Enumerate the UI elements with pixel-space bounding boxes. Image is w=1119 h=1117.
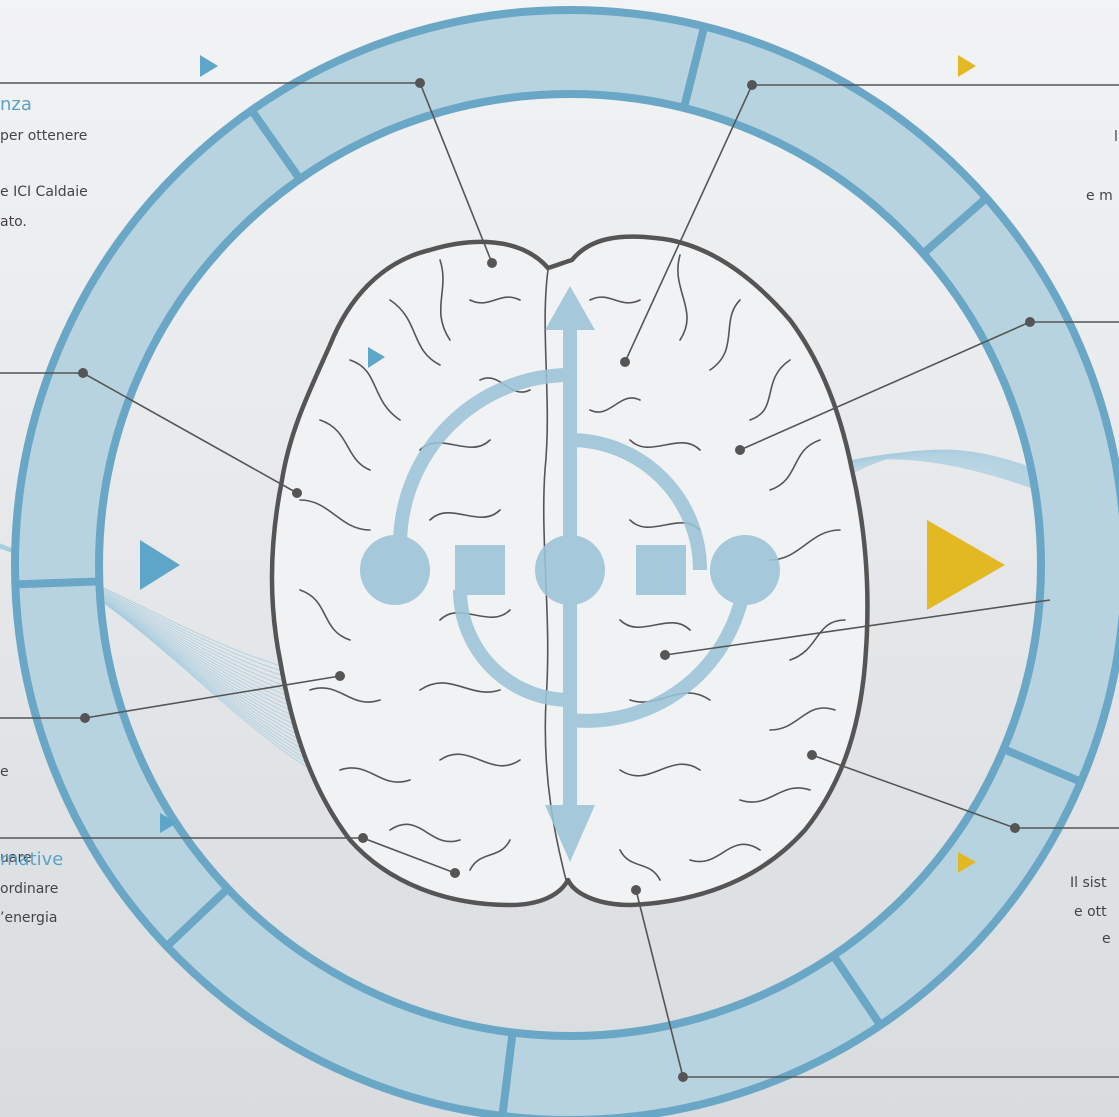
ring-divider [15,581,99,584]
text-line: ordinare [0,881,58,897]
text-line: l [1114,129,1118,145]
heading: rnative [0,849,63,870]
text-line: ’energia [0,910,57,926]
text-line: ato. [0,214,27,230]
text-line: per ottenere [0,128,87,144]
text-line: e [0,764,9,780]
text-line: e ICI Caldaie [0,184,88,200]
text-line: Il sist [1070,875,1107,891]
text-line: e [1102,931,1111,947]
text-line: e ott [1074,904,1107,920]
text-line: e m [1086,188,1113,204]
heading: nza [0,94,32,115]
infographic: nza per ottenere e ICI Caldaie ato. l e … [0,0,1119,1117]
